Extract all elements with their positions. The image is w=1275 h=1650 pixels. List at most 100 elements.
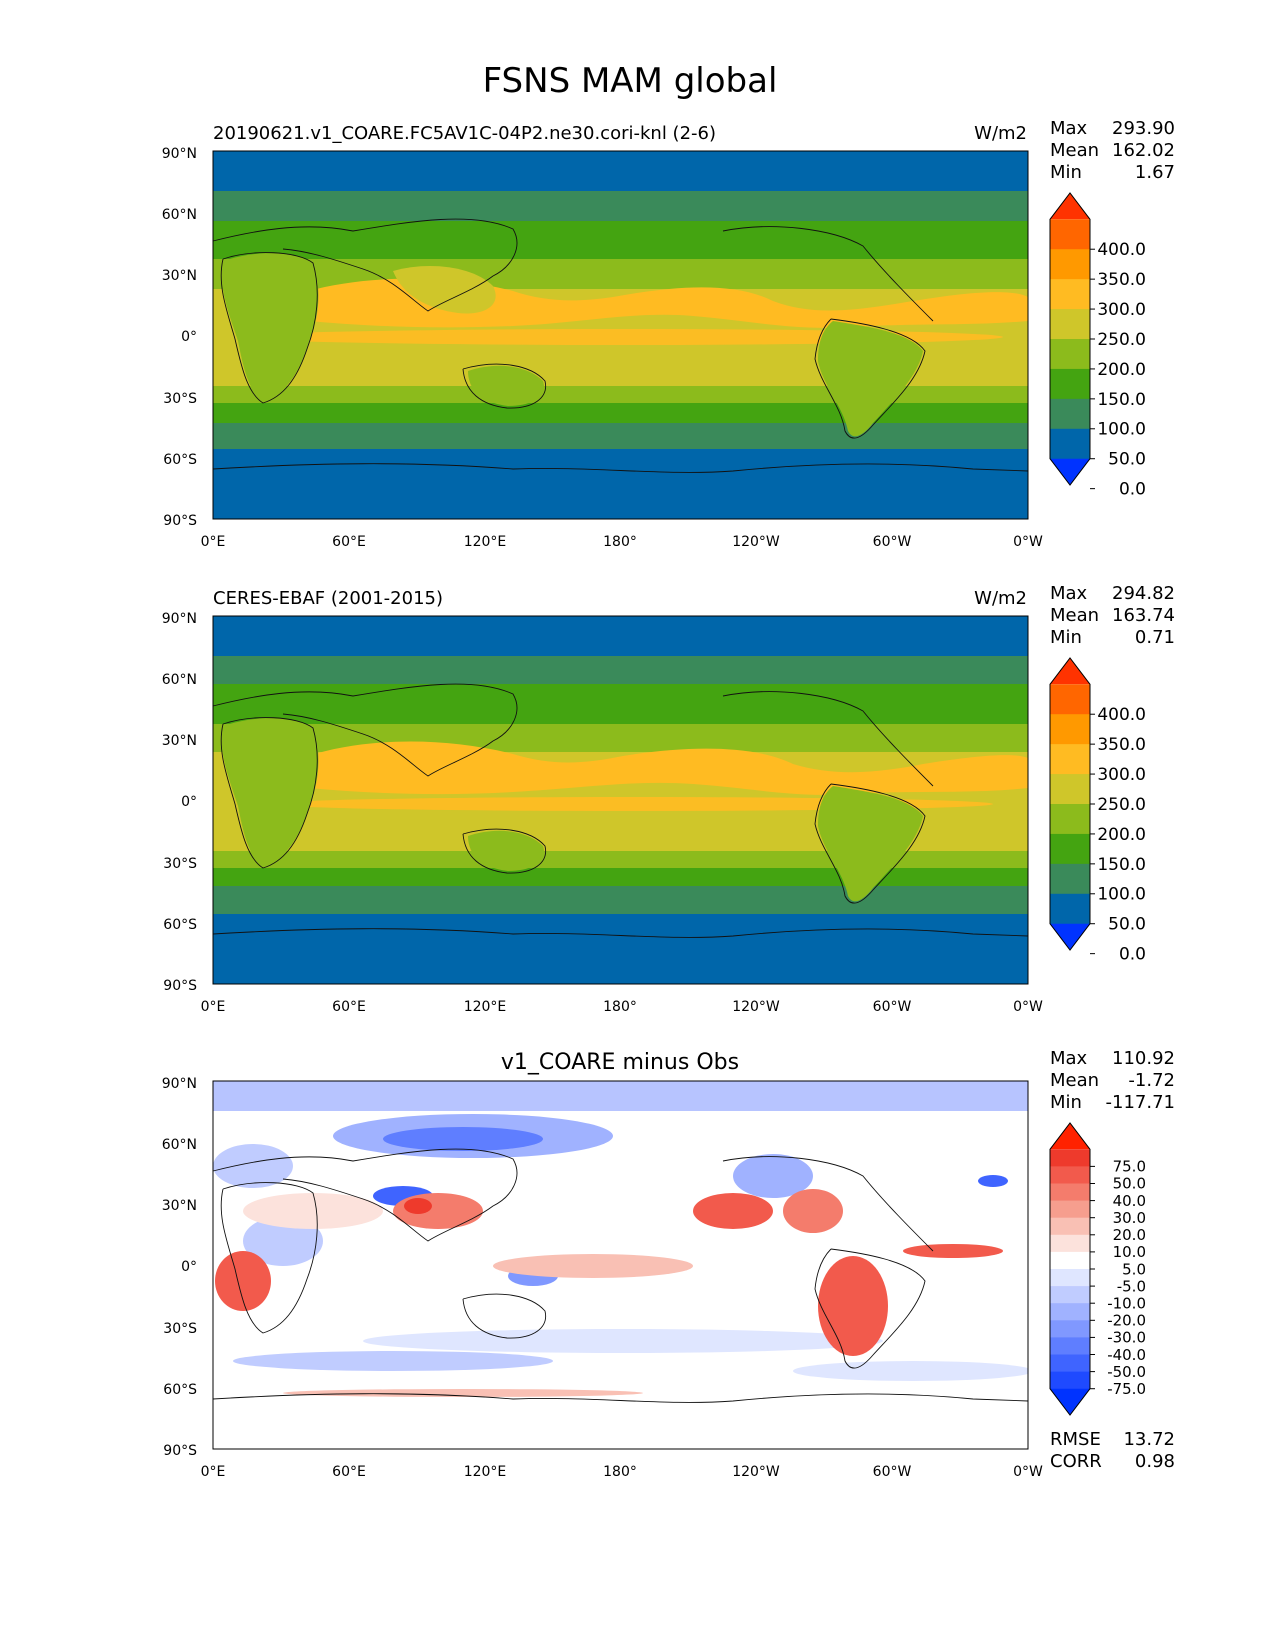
colorbar-extend-min	[1050, 458, 1090, 485]
diff-positive-regions	[215, 1189, 1003, 1397]
stat-max-value: 294.82	[1112, 583, 1175, 604]
stat-min-label: Min	[1050, 1092, 1082, 1113]
colorbar-segment	[1050, 249, 1090, 280]
colorbar-tick-label: 300.0	[1097, 765, 1146, 785]
sw-band-subarctic	[213, 656, 1028, 684]
lat-tick: 90°N	[162, 146, 197, 162]
map-frame	[212, 615, 1029, 985]
colorbar-tick-label: 20.0	[1113, 1226, 1146, 1244]
colorbar-tick-label: 150.0	[1097, 390, 1146, 410]
colorbar-segment	[1050, 1251, 1090, 1270]
lon-tick: 180°	[603, 999, 637, 1015]
colorbar: 75.050.040.030.020.010.05.0-5.0-10.0-20.…	[1049, 1122, 1146, 1416]
lon-tick: 0°E	[201, 534, 226, 550]
stat-min-value: 1.67	[1135, 162, 1175, 183]
colorbar-segment	[1050, 1354, 1090, 1373]
lon-tick: 0°E	[201, 999, 226, 1015]
colorbar-tick-label: 10.0	[1113, 1243, 1146, 1261]
lat-tick: 0°	[181, 329, 197, 345]
lon-tick: 0°W	[1013, 534, 1043, 550]
colorbar-segment	[1050, 833, 1090, 865]
lat-tick: 90°N	[162, 1076, 197, 1092]
map-area	[212, 615, 1029, 985]
colorbar-tick-label: 100.0	[1097, 885, 1146, 905]
lat-tick: 60°N	[162, 1137, 197, 1153]
lat-tick: 30°N	[162, 733, 197, 749]
colorbar-segment	[1050, 1149, 1090, 1167]
panel-ref: CERES-EBAF (2001-2015) W/m2	[162, 583, 1175, 1015]
lat-tick: 60°S	[163, 452, 197, 468]
colorbar-segment	[1050, 428, 1090, 460]
colorbar-tick-label: 400.0	[1097, 705, 1146, 725]
coastlines	[212, 218, 1029, 473]
lat-tick: 30°N	[162, 268, 197, 284]
colorbar-tick-label: 250.0	[1097, 330, 1146, 350]
stat-min-label: Min	[1050, 627, 1082, 648]
stat-max-label: Max	[1050, 583, 1088, 604]
colorbar-extend-min	[1050, 1388, 1090, 1415]
colorbar-tick-label: 300.0	[1097, 300, 1146, 320]
colorbar-tick-label: -30.0	[1107, 1329, 1146, 1347]
stat-corr-label: CORR	[1050, 1451, 1102, 1472]
land-overlay	[221, 718, 923, 902]
map-frame	[212, 150, 1029, 520]
stat-mean-value: -1.72	[1128, 1070, 1175, 1091]
colorbar-segment	[1050, 309, 1090, 340]
sw-band-antarctic	[213, 449, 1028, 519]
lat-tick: 30°N	[162, 1198, 197, 1214]
lon-tick: 120°W	[732, 1464, 780, 1480]
stat-min-value: 0.71	[1135, 627, 1175, 648]
sw-band-arctic	[213, 616, 1028, 656]
sw-region-eq-max	[273, 797, 993, 811]
lat-tick: 60°N	[162, 207, 197, 223]
lat-tick: 60°S	[163, 917, 197, 933]
lon-tick: 60°E	[332, 999, 366, 1015]
sw-band-midlat-south	[213, 868, 1028, 886]
colorbar-segment	[1050, 714, 1090, 745]
colorbar-segment	[1050, 863, 1090, 895]
sw-band-antarctic	[213, 914, 1028, 984]
lat-tick: 30°S	[163, 856, 197, 872]
colorbar-tick-label: 75.0	[1113, 1158, 1146, 1176]
lon-tick: 60°E	[332, 1464, 366, 1480]
lat-axis: 90°N 60°N 30°N 0° 30°S 60°S 90°S	[162, 1076, 197, 1459]
stat-rmse-label: RMSE	[1050, 1429, 1101, 1450]
lat-axis: 90°N 60°N 30°N 0° 30°S 60°S 90°S	[162, 611, 197, 994]
lon-axis: 0°E 60°E 120°E 180° 120°W 60°W 0°W	[201, 1464, 1043, 1480]
colorbar-segment	[1050, 1320, 1090, 1338]
colorbar-segment	[1050, 804, 1090, 835]
colorbar-segment	[1050, 744, 1090, 775]
lon-tick: 0°W	[1013, 1464, 1043, 1480]
lon-tick: 120°E	[464, 1464, 507, 1480]
lat-tick: 90°N	[162, 611, 197, 627]
colorbar-segment	[1050, 1183, 1090, 1202]
colorbar-segment	[1050, 893, 1090, 925]
colorbar-segment	[1050, 1337, 1090, 1356]
colorbar-segment	[1050, 279, 1090, 310]
map-frame	[212, 1080, 1029, 1450]
panel-test: 20190621.v1_COARE.FC5AV1C-04P2.ne30.cori…	[162, 118, 1175, 550]
lat-tick: 30°S	[163, 391, 197, 407]
colorbar-segment	[1050, 368, 1090, 400]
colorbar-segment	[1050, 339, 1090, 370]
colorbar-segment	[1050, 1166, 1090, 1184]
map-area	[212, 1080, 1029, 1450]
sw-band-midlat-north	[213, 684, 1028, 724]
lat-tick: 90°S	[163, 1443, 197, 1459]
colorbar-tick-label: 50.0	[1113, 1175, 1146, 1193]
colorbar-segment	[1050, 1200, 1090, 1219]
map-area	[212, 150, 1029, 520]
stat-mean-label: Mean	[1050, 1070, 1099, 1091]
colorbar-tick-label: 150.0	[1097, 855, 1146, 875]
lon-tick: 60°W	[873, 999, 912, 1015]
colorbar-tick-label: 200.0	[1097, 360, 1146, 380]
colorbar-segment	[1050, 398, 1090, 430]
lon-tick: 0°W	[1013, 999, 1043, 1015]
colorbar-tick-label: 200.0	[1097, 825, 1146, 845]
colorbar-tick-label: 50.0	[1108, 450, 1146, 470]
sw-band-midlat-north	[213, 221, 1028, 259]
colorbar-tick-label: -50.0	[1107, 1363, 1146, 1381]
panel-units: W/m2	[974, 588, 1027, 609]
sw-region-eq-max	[243, 329, 1003, 345]
